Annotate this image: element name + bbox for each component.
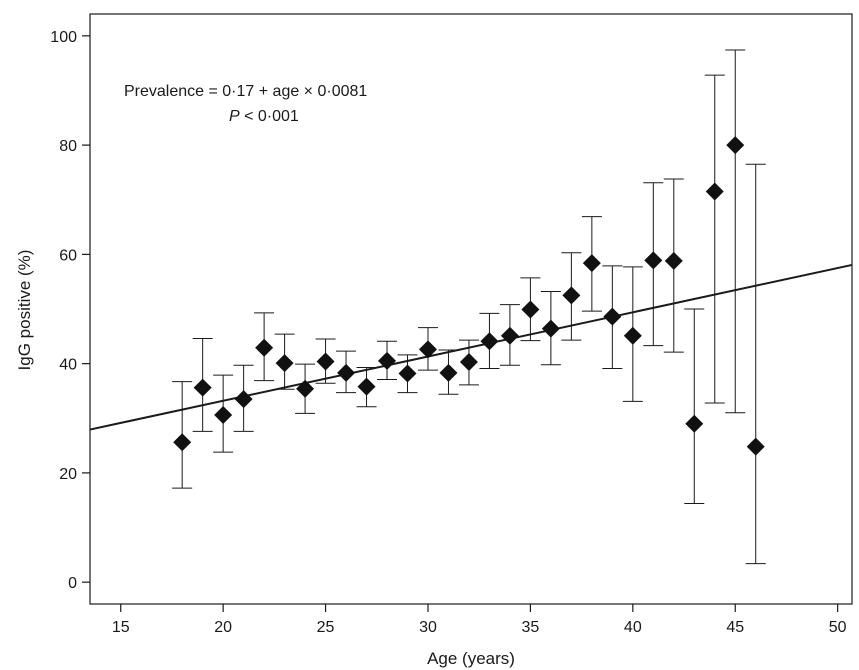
data-point — [500, 326, 519, 345]
data-point-group — [254, 312, 275, 382]
y-tick-label: 60 — [59, 247, 77, 264]
data-point-group — [479, 312, 500, 370]
data-point-group — [315, 338, 336, 384]
data-point — [685, 414, 704, 433]
y-tick-label: 20 — [59, 466, 77, 483]
data-point-group — [602, 265, 623, 370]
y-tick-label: 80 — [59, 138, 77, 155]
data-point-group — [458, 339, 479, 386]
x-axis: 15 20 25 30 35 40 45 50 — [112, 604, 847, 636]
data-point-group — [233, 364, 254, 432]
annotation-equation: Prevalence = 0·17 + age × 0·0081 — [124, 83, 367, 100]
data-point — [603, 307, 622, 326]
x-tick-label: 40 — [624, 619, 642, 636]
data-point-group — [663, 178, 684, 353]
data-point-group — [745, 163, 766, 565]
p-value-symbol: P — [229, 108, 240, 125]
regression-line — [89, 263, 853, 431]
data-point — [173, 433, 192, 452]
data-point — [234, 390, 253, 409]
data-point-group — [172, 381, 193, 489]
data-point — [357, 377, 376, 396]
x-tick-label: 35 — [522, 619, 540, 636]
y-axis-title: IgG positive (%) — [15, 250, 34, 371]
data-point-group — [377, 340, 398, 380]
data-point-group — [725, 49, 746, 414]
data-point — [418, 340, 437, 359]
p-value-text: < 0·001 — [240, 108, 299, 125]
data-point — [439, 363, 458, 382]
x-tick-label: 25 — [317, 619, 335, 636]
x-tick-label: 45 — [726, 619, 744, 636]
data-point-group — [520, 277, 541, 342]
data-point — [214, 405, 233, 424]
data-point-group — [192, 338, 213, 432]
y-tick-label: 0 — [68, 575, 77, 592]
data-point-group — [336, 350, 357, 394]
x-axis-title: Age (years) — [427, 649, 515, 668]
data-point — [480, 332, 499, 351]
data-point-group — [704, 74, 725, 404]
data-point-group — [561, 252, 582, 341]
data-point — [398, 364, 417, 383]
data-point — [664, 251, 683, 270]
data-point-group — [438, 349, 459, 395]
data-point-group — [397, 354, 418, 394]
x-tick-label: 30 — [419, 619, 437, 636]
data-point — [459, 352, 478, 371]
data-point-group — [622, 266, 643, 402]
data-point — [316, 352, 335, 371]
plot-area — [89, 49, 853, 565]
data-point — [644, 251, 663, 270]
data-point — [275, 354, 294, 373]
x-tick-label: 15 — [112, 619, 130, 636]
x-tick-label: 50 — [829, 619, 847, 636]
data-point — [726, 136, 745, 155]
data-point-group — [540, 291, 561, 366]
data-point-group — [417, 327, 438, 371]
data-point — [746, 437, 765, 456]
data-point — [378, 351, 397, 370]
data-point — [562, 286, 581, 305]
data-point-group — [581, 216, 602, 312]
data-point — [337, 363, 356, 382]
data-point-group — [295, 363, 316, 414]
data-point — [255, 338, 274, 357]
data-point — [582, 254, 601, 273]
data-point-group — [356, 366, 377, 408]
data-point-group — [213, 374, 234, 453]
data-point — [541, 319, 560, 338]
data-point — [705, 182, 724, 201]
plot-frame — [89, 13, 853, 605]
data-point — [296, 379, 315, 398]
x-tick-label: 20 — [214, 619, 232, 636]
y-tick-label: 100 — [50, 29, 77, 46]
data-point-group — [274, 333, 295, 390]
y-axis: 0 20 40 60 80 100 — [50, 29, 90, 592]
data-point — [193, 378, 212, 397]
y-tick-label: 40 — [59, 357, 77, 374]
data-point — [521, 300, 540, 319]
data-point — [623, 326, 642, 345]
data-point-group — [499, 304, 520, 366]
annotation-p-value: P < 0·001 — [229, 108, 299, 125]
data-point-group — [684, 308, 705, 504]
data-point-group — [643, 182, 664, 347]
